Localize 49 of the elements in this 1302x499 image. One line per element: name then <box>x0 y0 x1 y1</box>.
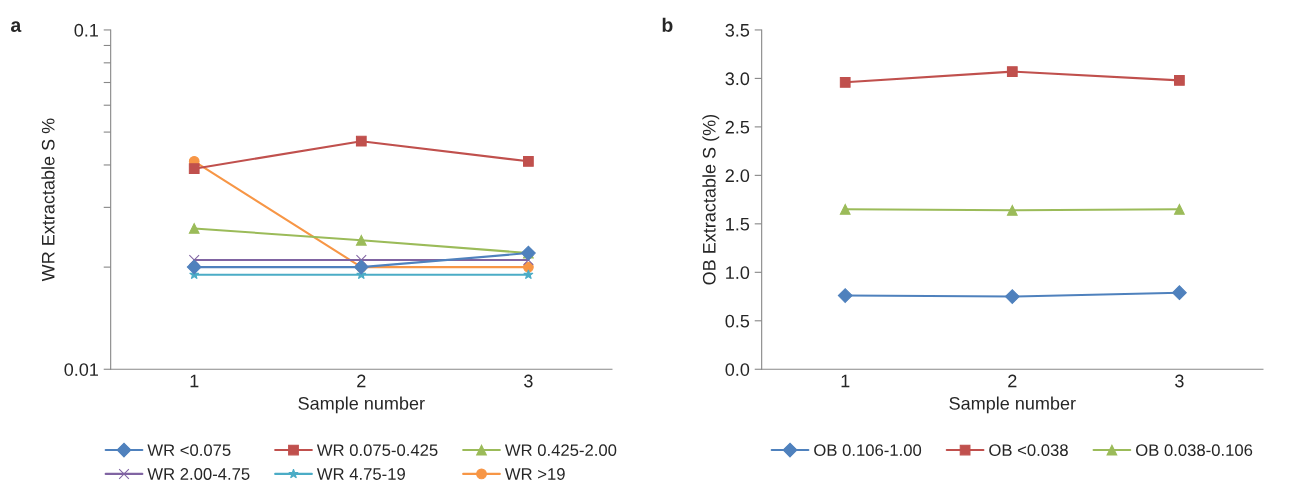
legend-label: OB <0.038 <box>989 444 1068 457</box>
y-tick-label: 2.0 <box>725 169 750 183</box>
y-tick-label: 0.1 <box>74 23 98 37</box>
legend-label: WR 2.00-4.75 <box>147 468 250 480</box>
point <box>188 223 200 234</box>
x-tick-label: 3 <box>524 374 533 388</box>
x-tick-label: 1 <box>841 374 850 388</box>
x-tick-label: 2 <box>357 374 366 388</box>
y-tick-label: 3.5 <box>725 23 750 37</box>
legend-label: OB 0.106-1.00 <box>814 444 922 457</box>
legend-label: WR 0.075-0.425 <box>316 444 438 457</box>
point <box>523 269 534 280</box>
point <box>839 203 851 215</box>
y-axis-title: OB Extractable S (%) <box>702 114 720 285</box>
legend-label: WR >19 <box>504 468 565 480</box>
x-tick-label: 3 <box>1175 374 1184 388</box>
point <box>1172 285 1187 301</box>
point <box>188 254 200 266</box>
point <box>355 234 367 246</box>
point <box>1174 74 1185 86</box>
point <box>1006 66 1018 78</box>
y-tick-label: 1.0 <box>726 266 750 280</box>
point <box>839 76 851 88</box>
legend-label: WR <0.075 <box>147 444 231 457</box>
y-tick-label: 0.0 <box>725 363 750 376</box>
point <box>1006 204 1018 216</box>
legend-label: WR 0.425-2.00 <box>504 444 617 457</box>
point <box>186 259 202 275</box>
legend-label: OB 0.038-0.106 <box>1136 444 1253 457</box>
y-tick-label: 0.5 <box>725 314 750 328</box>
x-axis-title: Sample number <box>298 396 425 414</box>
x-axis-title: Sample number <box>949 396 1076 414</box>
point <box>1004 289 1020 304</box>
y-tick-label: 1.5 <box>726 217 750 231</box>
point <box>355 254 367 266</box>
point <box>355 135 367 147</box>
y-tick-label: 0.01 <box>64 363 98 376</box>
point <box>1174 203 1185 215</box>
y-tick-label: 3.0 <box>725 72 750 86</box>
legend-label: WR 4.75-19 <box>316 468 405 480</box>
y-tick-label: 2.5 <box>725 120 750 134</box>
point <box>188 163 200 175</box>
y-axis-title: WR Extractable S % <box>41 118 55 282</box>
x-tick-label: 2 <box>1008 374 1017 388</box>
point <box>523 155 534 167</box>
point <box>837 288 853 303</box>
chart-title: b <box>662 17 673 32</box>
x-tick-label: 1 <box>190 374 199 388</box>
chart-title: a <box>10 21 22 32</box>
